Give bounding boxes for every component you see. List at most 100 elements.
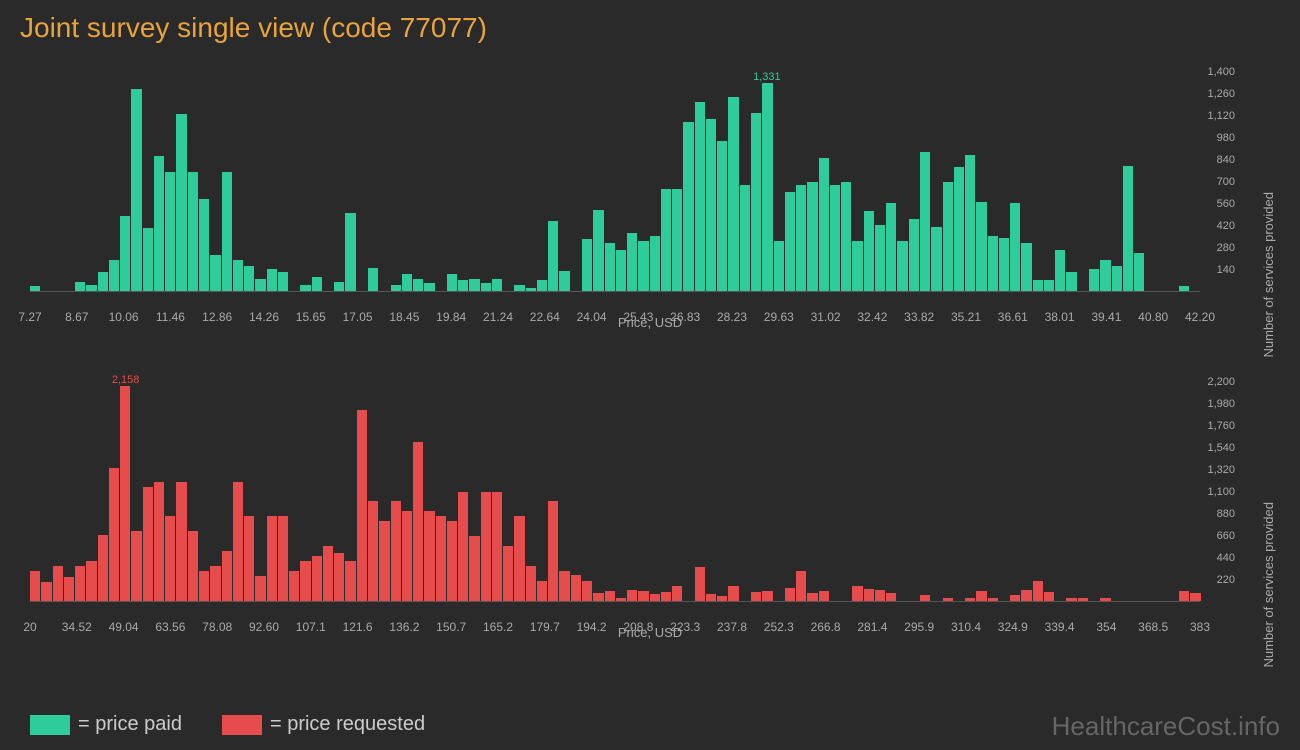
bar [774, 241, 784, 291]
bar [120, 216, 130, 291]
bar [965, 598, 975, 601]
bar [1134, 253, 1144, 291]
y-tick: 1,400 [1207, 66, 1235, 78]
bar [334, 282, 344, 291]
x-tick: 107.1 [296, 620, 326, 634]
y-tick: 1,320 [1207, 464, 1235, 476]
legend-swatch-paid [30, 715, 70, 735]
chart-price-requested: 2,158 2034.5249.0463.5678.0892.60107.112… [20, 362, 1280, 642]
bar [413, 279, 423, 292]
bar [1044, 280, 1054, 291]
bar [548, 221, 558, 291]
x-tick: 32.42 [857, 310, 887, 324]
bar [492, 279, 502, 292]
chart1-plot: 1,331 [30, 72, 1200, 292]
bar [492, 492, 502, 602]
x-tick: 15.65 [296, 310, 326, 324]
x-tick: 34.52 [62, 620, 92, 634]
bar [1112, 266, 1122, 291]
bar [661, 592, 671, 601]
bar [244, 516, 254, 601]
chart1-y-axis: 1402804205607008409801,1201,2601,400 [1200, 72, 1235, 292]
bar [255, 279, 265, 292]
bar [695, 567, 705, 601]
x-tick: 39.41 [1091, 310, 1121, 324]
bar [222, 551, 232, 601]
bar [593, 593, 603, 601]
bar [109, 468, 119, 601]
bar [526, 566, 536, 601]
y-tick: 2,200 [1207, 376, 1235, 388]
bar [852, 241, 862, 291]
chart2-y-axis: 2204406608801,1001,3201,5401,7601,9802,2… [1200, 382, 1235, 602]
chart2-bars [30, 382, 1200, 601]
bar [391, 501, 401, 601]
bar [582, 581, 592, 601]
bar [999, 238, 1009, 291]
bar [605, 591, 615, 601]
x-tick: 38.01 [1045, 310, 1075, 324]
bar [1179, 286, 1189, 291]
legend-item-paid: = price paid [30, 713, 182, 736]
bar [413, 442, 423, 601]
bar [199, 199, 209, 291]
bar [819, 158, 829, 291]
bar [605, 243, 615, 291]
x-tick: 33.82 [904, 310, 934, 324]
bar [864, 211, 874, 291]
bar [176, 114, 186, 291]
bar [864, 589, 874, 601]
bar [695, 102, 705, 291]
x-tick: 40.80 [1138, 310, 1168, 324]
y-tick: 440 [1217, 552, 1235, 564]
bar [154, 156, 164, 291]
chart2-peak-label: 2,158 [112, 374, 140, 386]
x-tick: 12.86 [202, 310, 232, 324]
bar [1089, 269, 1099, 291]
bar [210, 566, 220, 601]
y-tick: 980 [1217, 132, 1235, 144]
bar [222, 172, 232, 291]
y-tick: 1,760 [1207, 420, 1235, 432]
bar [683, 122, 693, 291]
x-tick: 339.4 [1045, 620, 1075, 634]
bar [447, 274, 457, 291]
bar [1123, 166, 1133, 291]
bar [267, 516, 277, 601]
legend-label-paid: = price paid [78, 713, 182, 736]
x-tick: 8.67 [65, 310, 88, 324]
y-tick: 1,260 [1207, 88, 1235, 100]
bar [481, 492, 491, 602]
bar [267, 269, 277, 291]
chart1-x-label: Price, USD [618, 315, 682, 330]
bar [1066, 598, 1076, 601]
x-tick: 194.2 [577, 620, 607, 634]
legend-label-requested: = price requested [270, 713, 425, 736]
x-tick: 10.06 [109, 310, 139, 324]
legend-swatch-requested [222, 715, 262, 735]
x-tick: 63.56 [155, 620, 185, 634]
x-tick: 22.64 [530, 310, 560, 324]
bar [638, 241, 648, 291]
x-tick: 20 [23, 620, 36, 634]
x-tick: 295.9 [904, 620, 934, 634]
bar [976, 202, 986, 291]
bar [796, 185, 806, 291]
bar [1010, 595, 1020, 601]
bar [661, 189, 671, 291]
x-tick: 383 [1190, 620, 1210, 634]
bar [616, 250, 626, 291]
x-tick: 354 [1096, 620, 1116, 634]
bar [706, 594, 716, 601]
bar [233, 482, 243, 601]
bar [548, 501, 558, 601]
bar [672, 189, 682, 291]
page-title: Joint survey single view (code 77077) [0, 0, 1300, 52]
x-tick: 21.24 [483, 310, 513, 324]
x-tick: 24.04 [577, 310, 607, 324]
bar [143, 228, 153, 291]
bar [458, 280, 468, 291]
x-tick: 121.6 [343, 620, 373, 634]
y-tick: 280 [1217, 242, 1235, 254]
bar [323, 546, 333, 601]
